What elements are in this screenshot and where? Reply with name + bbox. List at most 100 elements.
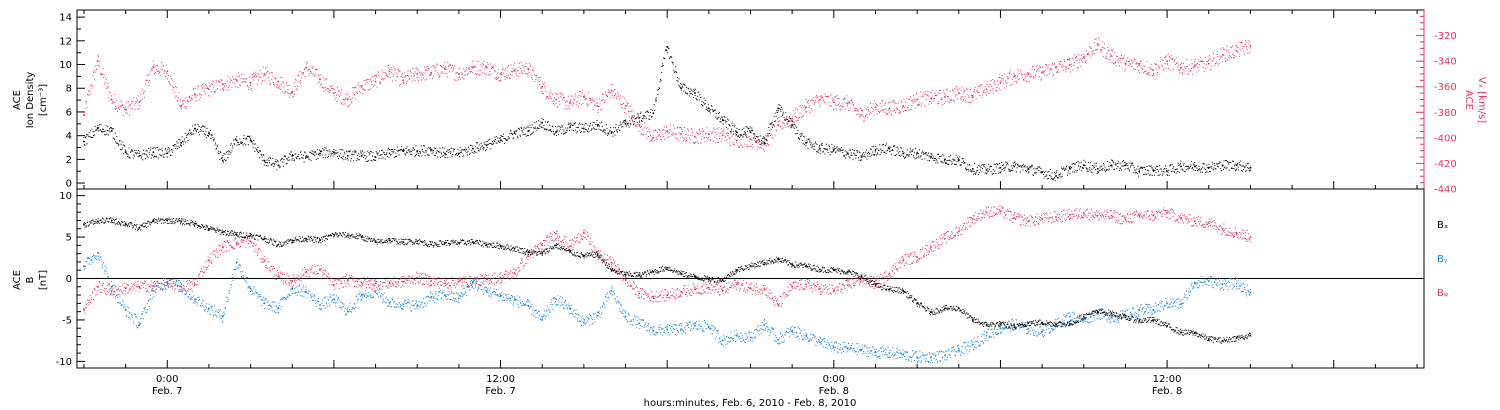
vx-sample xyxy=(1061,66,1063,68)
density-sample xyxy=(1111,159,1113,161)
vx-sample xyxy=(1217,56,1219,58)
density-sample xyxy=(198,125,200,127)
vx-sample xyxy=(1185,66,1187,68)
vx-sample xyxy=(531,77,533,79)
bz-sample xyxy=(124,287,126,289)
density-sample xyxy=(224,153,226,155)
vx-sample xyxy=(313,73,315,75)
vx-sample xyxy=(852,104,854,106)
vx-sample xyxy=(1055,66,1057,68)
vx-sample xyxy=(891,115,893,117)
density-sample xyxy=(732,130,734,132)
vx-sample xyxy=(137,108,139,110)
vx-sample xyxy=(828,95,830,97)
density-sample xyxy=(349,150,351,152)
density-sample xyxy=(731,128,733,130)
vx-sample xyxy=(1026,81,1028,83)
vx-sample xyxy=(301,73,303,75)
density-sample xyxy=(918,149,920,151)
vx-sample xyxy=(202,83,204,85)
vx-sample xyxy=(181,104,183,106)
vx-sample xyxy=(1126,57,1128,59)
density-sample xyxy=(826,143,828,145)
vx-sample xyxy=(488,75,490,77)
vx-sample xyxy=(1095,49,1097,51)
density-sample xyxy=(278,164,280,166)
density-sample xyxy=(86,143,88,145)
vx-sample xyxy=(1147,73,1149,75)
density-sample xyxy=(700,103,702,105)
density-sample xyxy=(442,155,444,157)
density-sample xyxy=(592,124,594,126)
vx-sample xyxy=(1140,60,1142,62)
density-sample xyxy=(291,153,293,155)
vx-sample xyxy=(343,103,345,105)
density-sample xyxy=(213,140,215,142)
density-sample xyxy=(672,63,674,65)
vx-sample xyxy=(938,102,940,104)
vx-sample xyxy=(688,137,690,139)
density-sample xyxy=(1240,164,1242,166)
vx-sample xyxy=(799,117,801,119)
density-sample xyxy=(1005,164,1007,166)
density-sample xyxy=(699,97,701,99)
vx-sample xyxy=(166,78,168,80)
vx-sample xyxy=(1163,68,1165,70)
density-sample xyxy=(538,120,540,122)
vx-sample xyxy=(556,106,558,108)
density-sample xyxy=(863,151,865,153)
vx-sample xyxy=(1115,65,1117,67)
vx-point xyxy=(291,91,294,93)
vx-sample xyxy=(557,93,559,95)
vx-sample xyxy=(248,87,250,89)
density-sample xyxy=(841,149,843,151)
vx-sample xyxy=(591,101,593,103)
density-sample xyxy=(1161,174,1163,176)
density-sample xyxy=(589,125,591,127)
density-sample xyxy=(1072,163,1074,165)
density-sample xyxy=(1049,174,1051,176)
vx-sample xyxy=(543,85,545,87)
bz-sample xyxy=(205,267,207,269)
vx-sample xyxy=(530,64,532,66)
vx-sample xyxy=(442,66,444,68)
bz-sample xyxy=(169,283,171,285)
vx-sample xyxy=(1241,41,1243,43)
density-sample xyxy=(906,149,908,151)
density-sample xyxy=(1204,167,1206,169)
vx-sample xyxy=(373,86,375,88)
density-sample xyxy=(390,153,392,155)
density-sample xyxy=(1243,166,1245,168)
vx-sample xyxy=(1090,47,1092,49)
density-sample xyxy=(556,129,558,131)
vx-sample xyxy=(265,72,267,74)
vx-sample xyxy=(516,70,518,72)
vx-sample xyxy=(1198,64,1200,66)
vx-sample xyxy=(762,148,764,150)
density-sample xyxy=(770,123,772,125)
vx-sample xyxy=(797,117,799,119)
bz-point xyxy=(819,287,821,290)
density-sample xyxy=(1059,175,1061,177)
density-sample xyxy=(1141,168,1143,170)
density-sample xyxy=(1179,162,1181,164)
vx-sample xyxy=(1143,71,1145,73)
density-sample xyxy=(373,159,375,161)
vx-sample xyxy=(1003,87,1005,89)
vx-sample xyxy=(804,109,806,111)
density-point xyxy=(763,141,766,144)
density-sample xyxy=(609,129,611,131)
vx-sample xyxy=(604,100,606,102)
density-sample xyxy=(1095,169,1097,171)
bz-sample xyxy=(208,261,210,263)
vx-sample xyxy=(490,68,492,70)
vx-sample xyxy=(246,85,248,87)
vx-sample xyxy=(1138,62,1140,64)
density-sample xyxy=(1151,174,1153,176)
vx-sample xyxy=(150,69,152,71)
vx-sample xyxy=(531,78,533,80)
vx-sample xyxy=(906,98,908,100)
density-sample xyxy=(536,127,538,129)
density-sample xyxy=(280,158,282,160)
density-sample xyxy=(873,154,875,156)
